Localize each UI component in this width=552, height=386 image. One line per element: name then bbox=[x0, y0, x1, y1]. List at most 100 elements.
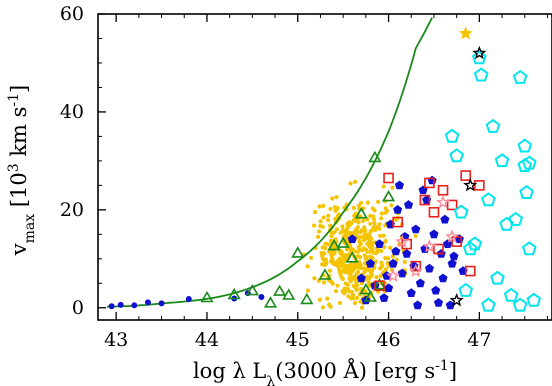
blue-pentagon bbox=[347, 234, 357, 244]
gold-dot bbox=[342, 291, 347, 296]
gold-dot bbox=[382, 245, 387, 250]
gold-dot bbox=[347, 289, 352, 294]
blue-dot bbox=[108, 303, 115, 310]
gold-dot bbox=[345, 282, 351, 287]
gold-dot bbox=[316, 229, 322, 234]
green-triangle bbox=[200, 290, 214, 303]
gold-dot bbox=[320, 245, 325, 250]
gold-dot bbox=[345, 230, 350, 235]
gold-dot bbox=[370, 206, 375, 211]
gold-dot bbox=[334, 195, 339, 200]
green-triangle bbox=[318, 268, 332, 280]
pink-star bbox=[422, 239, 437, 253]
blue-pentagon bbox=[406, 288, 416, 297]
gold-dot bbox=[357, 255, 363, 260]
gold-dot bbox=[309, 255, 314, 260]
red-square bbox=[410, 260, 422, 272]
blue-pentagon bbox=[379, 293, 389, 302]
gold-dot bbox=[347, 243, 353, 248]
cyan-pentagon bbox=[472, 50, 487, 65]
cyan-pentagon bbox=[517, 138, 533, 153]
gold-dot bbox=[326, 213, 331, 218]
gold-dot bbox=[358, 299, 363, 304]
gold-dot bbox=[355, 283, 360, 288]
blue-pentagon bbox=[413, 300, 423, 310]
gold-dot bbox=[379, 216, 384, 221]
gold-dot bbox=[320, 254, 325, 259]
blue-pentagon bbox=[438, 273, 448, 283]
green-triangle bbox=[245, 284, 259, 296]
cyan-pentagon bbox=[508, 211, 524, 226]
gold-dot bbox=[334, 206, 340, 211]
gold-dot bbox=[340, 276, 345, 282]
red-square bbox=[428, 206, 440, 218]
gold-dot bbox=[354, 295, 360, 300]
gold-dot bbox=[362, 253, 367, 258]
y-tick-label: 40 bbox=[60, 101, 84, 123]
gold-dot bbox=[317, 204, 322, 209]
gold-dot bbox=[381, 233, 386, 238]
gold-dot bbox=[354, 287, 359, 293]
gold-dot bbox=[348, 181, 353, 186]
gold-dot bbox=[315, 234, 321, 239]
gold-dot bbox=[350, 247, 356, 252]
blue-pentagon bbox=[393, 205, 403, 214]
gold-dot bbox=[356, 203, 361, 208]
x-tick-label: 46 bbox=[376, 329, 400, 351]
gold-dot bbox=[378, 233, 383, 238]
gold-dot bbox=[320, 262, 325, 267]
gold-dot bbox=[329, 279, 334, 284]
blue-dot bbox=[158, 300, 165, 307]
blue-pentagon bbox=[431, 285, 441, 295]
y-tick-label: 20 bbox=[60, 199, 84, 221]
green-triangle bbox=[345, 251, 359, 263]
gold-dot bbox=[305, 288, 311, 293]
blue-pentagon bbox=[449, 251, 459, 261]
cyan-pentagon bbox=[485, 118, 501, 133]
cyan-pentagon bbox=[490, 270, 505, 285]
cyan-pentagon bbox=[458, 282, 474, 297]
gold-dot bbox=[375, 199, 381, 204]
gold-dot bbox=[362, 229, 367, 234]
blue-pentagon bbox=[402, 249, 412, 258]
cyan-pentagon bbox=[444, 128, 460, 143]
gold-dot bbox=[373, 227, 378, 232]
green-triangle bbox=[327, 239, 341, 251]
gold-dot bbox=[318, 219, 323, 224]
blue-pentagon bbox=[445, 300, 455, 310]
blue-pentagon bbox=[404, 200, 414, 209]
blue-pentagon bbox=[365, 258, 375, 268]
gold-dot bbox=[378, 266, 383, 271]
gold-dot bbox=[357, 239, 362, 244]
cyan-pentagon bbox=[503, 287, 519, 302]
cyan-pentagon bbox=[453, 204, 469, 219]
blue-dot bbox=[117, 301, 124, 308]
gold-dot bbox=[338, 259, 343, 264]
gold-dot bbox=[379, 248, 384, 254]
gold-dot bbox=[364, 267, 369, 272]
red-square bbox=[437, 184, 449, 196]
cyan-pentagon bbox=[517, 158, 533, 172]
y-tick-label: 0 bbox=[72, 297, 84, 319]
gold-dot bbox=[321, 215, 326, 220]
gold-dot bbox=[402, 259, 407, 265]
green-triangle bbox=[336, 236, 350, 248]
blue-pentagon bbox=[440, 214, 450, 224]
gold-dot bbox=[328, 304, 333, 309]
gold-dot bbox=[371, 217, 377, 222]
gold-dot bbox=[362, 236, 367, 242]
blue-pentagon bbox=[374, 239, 384, 248]
red-square bbox=[392, 216, 403, 228]
cyan-pentagon bbox=[519, 184, 534, 199]
cyan-pentagon bbox=[521, 155, 537, 170]
gold-dot bbox=[321, 203, 326, 208]
gold-dot bbox=[337, 268, 342, 274]
gold-dot bbox=[351, 283, 356, 288]
red-square bbox=[446, 199, 458, 211]
cyan-pentagon bbox=[473, 67, 489, 82]
gold-dot bbox=[337, 300, 343, 306]
gold-dot bbox=[329, 233, 334, 239]
gold-dot bbox=[349, 221, 354, 226]
cyan-pentagon bbox=[462, 241, 478, 256]
gold-dot bbox=[353, 277, 358, 282]
